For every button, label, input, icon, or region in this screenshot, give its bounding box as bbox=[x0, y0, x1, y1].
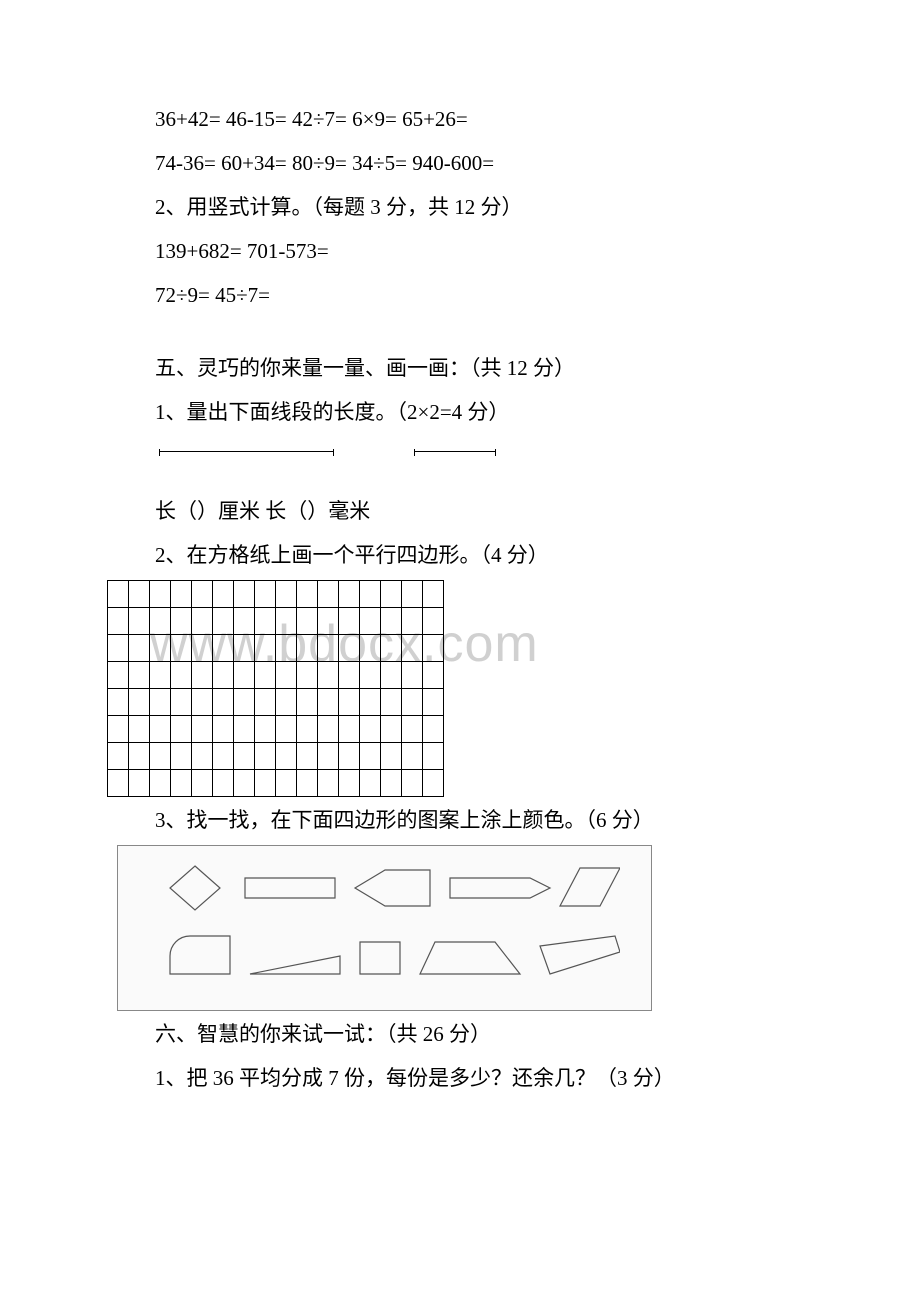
grid-table bbox=[107, 580, 444, 797]
calc-q2-instruction: 2、用竖式计算。（每题 3 分，共 12 分） bbox=[155, 188, 765, 228]
shapes-figure bbox=[117, 845, 652, 1011]
line-segment-2 bbox=[414, 451, 496, 452]
shapes-svg bbox=[150, 856, 620, 986]
section-5-title: 五、灵巧的你来量一量、画一画：（共 12 分） bbox=[155, 349, 765, 389]
calc-row-1: 36+42= 46-15= 42÷7= 6×9= 65+26= bbox=[155, 100, 765, 140]
section-6-q1: 1、把 36 平均分成 7 份，每份是多少？还余几？（3 分） bbox=[155, 1059, 765, 1099]
section-5-q1: 1、量出下面线段的长度。（2×2=4 分） bbox=[155, 393, 765, 433]
line-segments-row bbox=[155, 437, 765, 462]
section-6-title: 六、智慧的你来试一试：（共 26 分） bbox=[155, 1015, 765, 1055]
section-5-q2: 2、在方格纸上画一个平行四边形。（4 分） bbox=[155, 536, 765, 576]
section-5-q3: 3、找一找，在下面四边形的图案上涂上颜色。（6 分） bbox=[155, 801, 765, 841]
line-segment-1 bbox=[159, 451, 334, 452]
document-body: 36+42= 46-15= 42÷7= 6×9= 65+26= 74-36= 6… bbox=[155, 100, 765, 1099]
grid-paper bbox=[107, 580, 765, 797]
calc-q2-row-1: 139+682= 701-573= bbox=[155, 232, 765, 272]
calc-row-2: 74-36= 60+34= 80÷9= 34÷5= 940-600= bbox=[155, 144, 765, 184]
calc-q2-row-2: 72÷9= 45÷7= bbox=[155, 276, 765, 316]
section-5-q1-answer: 长（）厘米 长（）毫米 bbox=[155, 492, 765, 532]
